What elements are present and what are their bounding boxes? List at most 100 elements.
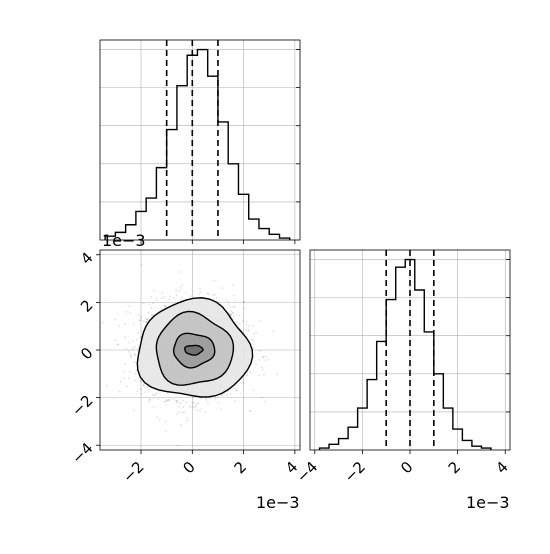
scatter-point [134,372,137,375]
scatter-point [132,323,135,326]
hist-y-bin [443,408,453,450]
scatter-point [146,318,149,321]
scatter-point [258,320,261,323]
scatter-point [171,398,174,401]
scatter-point [176,401,179,404]
hist-y-bin [462,440,472,450]
scatter-point [235,389,238,392]
scatter-point [196,402,199,405]
scatter-point [117,343,119,346]
scatter-point [157,397,160,400]
hist-y-bin [358,408,368,450]
hist-x-bin [167,130,177,240]
scatter-point [134,360,137,363]
scatter-point [245,320,248,323]
hist-x-bin [177,86,187,240]
scatter-point [180,271,183,273]
scatter-point [255,363,257,366]
scatter-point [232,284,234,286]
scatter-point [262,355,265,358]
scatter-point [162,400,165,403]
scatter-point [182,399,185,402]
scatter-point [189,295,192,298]
joint-frame [99,249,301,451]
scatter-point [139,336,142,339]
scatter-point [156,392,158,395]
scatter-point [242,382,245,384]
scatter-point [137,314,140,317]
scatter-point [243,300,246,303]
scatter-point [95,345,97,347]
scatter-point [166,392,169,394]
scatter-point [247,328,250,331]
hist-y-x-tick-label: 4 [492,458,511,477]
scatter-point [258,358,261,361]
hist-x-bin [146,198,156,240]
scatter-point [135,369,138,372]
scatter-point [138,319,141,322]
scatter-point [133,409,136,412]
scatter-point [225,298,228,301]
hist-y-bin [424,332,434,450]
scatter-point [176,444,179,447]
hist-x-bin [269,234,279,240]
scatter-point [232,312,235,314]
scatter-point [204,411,207,414]
hist-x-step-outline [104,48,291,240]
hist-y-step-outline [318,258,492,450]
hist-x-bin [249,219,259,240]
scatter-point [125,348,128,350]
scatter-point [150,306,153,309]
hist-y-bin [348,427,358,450]
scatter-point [155,297,158,299]
scatter-point [116,343,119,346]
scatter-point [175,413,178,416]
scatter-point [192,401,194,404]
scatter-point [261,396,264,399]
scatter-point [168,298,171,301]
hist-y-bin [434,374,444,450]
scatter-point [102,321,104,324]
scatter-point [139,380,142,383]
scatter-point [168,399,170,402]
scatter-point [175,289,178,292]
scatter-point [186,419,189,422]
scatter-point [152,301,155,304]
scatter-point [153,393,156,396]
scatter-point [214,293,217,296]
scatter-point [156,416,159,419]
scatter-point [129,370,131,373]
scatter-point [235,389,238,391]
scatter-point [118,324,121,327]
scatter-point [179,286,182,289]
scatter-point [220,287,223,290]
scatter-point [175,399,177,402]
scatter-point [252,324,255,327]
scatter-point [153,289,156,292]
scatter-point [200,397,203,400]
scatter-point [183,411,186,414]
joint-y-tick-label: 2 [77,296,96,315]
hist-y-bin [396,267,406,450]
joint-x-tick-label: −2 [119,458,147,486]
hist-y-bin [386,300,396,450]
scatter-point [126,385,128,388]
scatter-point [165,400,168,403]
scatter-point [142,320,145,323]
scatter-point [217,401,220,404]
scatter-point [130,354,132,357]
hist-y-bin [339,439,349,450]
scatter-point [191,405,193,408]
joint-y-tick-label: −2 [68,391,96,419]
hist-y-x-tick-label: 0 [397,458,416,477]
scatter-point [180,284,183,287]
hist-y-bin [367,380,377,450]
scatter-point [207,293,210,296]
scatter-point [272,330,275,332]
scatter-point [175,294,178,297]
scatter-point [197,402,200,405]
scatter-point [199,287,201,290]
scatter-point [251,339,254,342]
scatter-point [261,366,263,369]
